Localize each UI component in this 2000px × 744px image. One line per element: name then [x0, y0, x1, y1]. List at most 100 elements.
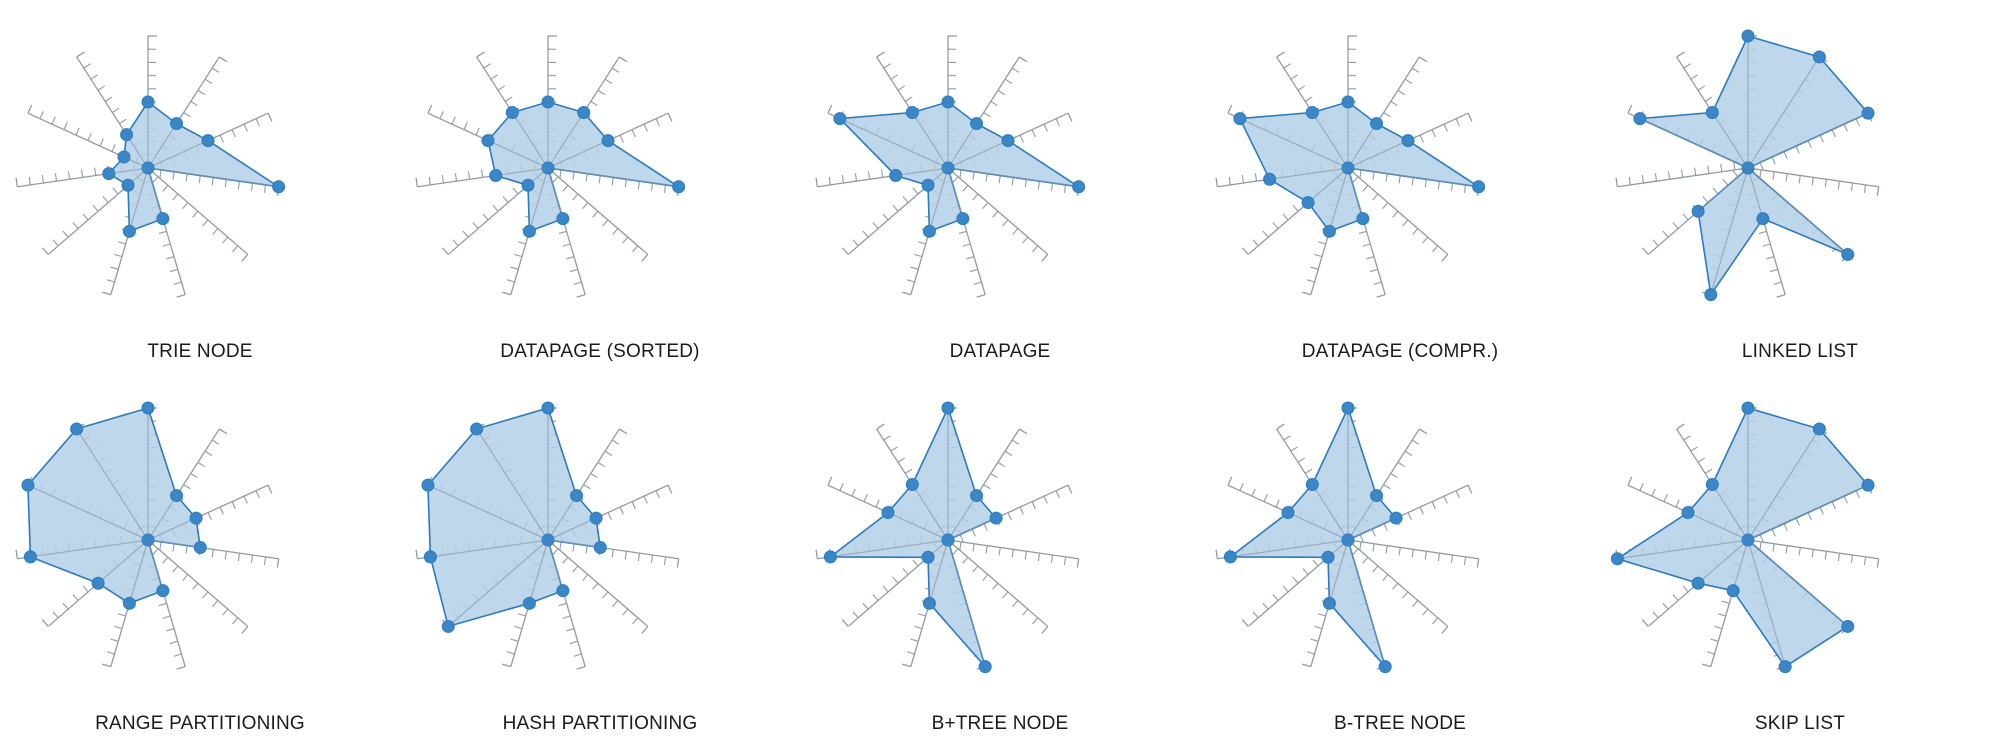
radar-point: [970, 117, 984, 131]
radar-spoke: [1732, 539, 1749, 591]
radar-axis-end: [267, 484, 273, 494]
radar-tick: [862, 602, 869, 610]
radar-tick: [585, 545, 588, 554]
radar-tick: [663, 556, 667, 565]
radar-tick: [1762, 243, 1771, 247]
radar-tick: [1697, 85, 1706, 91]
radar-point: [102, 167, 116, 181]
radar-axis-end: [1227, 476, 1233, 486]
radar-tick: [985, 545, 988, 554]
chart-title: B-TREE NODE: [1333, 713, 1467, 734]
radar-tick: [1262, 602, 1269, 610]
radar-point: [1263, 172, 1277, 186]
radar-panel-datapage-compr: DATAPAGE (COMPR.): [1200, 0, 1600, 372]
radar-tick: [1733, 161, 1736, 170]
radar-tick: [39, 111, 44, 119]
radar-tick: [1369, 268, 1378, 273]
radar-tick: [162, 184, 169, 192]
radar-tick: [72, 222, 79, 229]
radar-tick: [1811, 549, 1814, 558]
radar-spoke: [1328, 539, 1349, 604]
radar-axis-end: [841, 619, 849, 627]
radar-axis-end: [267, 112, 273, 122]
radar-spoke: [887, 512, 949, 541]
radar-tick: [82, 585, 89, 593]
radar-tick: [1783, 523, 1788, 532]
radar-tick: [839, 483, 844, 491]
radar-tick: [637, 553, 641, 562]
radar-spoke: [1747, 56, 1820, 169]
radar-tick: [183, 112, 191, 118]
radar-spoke: [128, 167, 149, 232]
radar-tick: [1807, 512, 1812, 521]
radar-tick: [62, 602, 69, 610]
radar-point: [889, 169, 903, 183]
radar-point: [1812, 422, 1826, 436]
radar-tick: [1712, 187, 1719, 195]
radar-spoke: [1311, 484, 1349, 541]
radar-tick: [1437, 181, 1441, 190]
radar-tick: [998, 175, 1001, 184]
radar-axis-end: [1641, 619, 1649, 627]
radar-axis-end: [1041, 254, 1049, 262]
radar-tick: [602, 219, 609, 227]
radar-spoke: [947, 140, 1009, 169]
radar-point: [156, 584, 170, 598]
radar-point: [189, 511, 203, 525]
radar-tick: [1424, 179, 1427, 188]
radar-tick: [158, 602, 167, 607]
radar-tick: [572, 193, 579, 201]
radar-tick: [883, 63, 891, 69]
radar-tick: [1031, 129, 1036, 138]
radar-tick: [562, 615, 571, 619]
radar-axis-end: [1076, 558, 1080, 568]
radar-tick: [1382, 574, 1389, 581]
radar-tick: [1863, 184, 1867, 193]
radar-spoke: [1287, 512, 1349, 541]
radar-tick: [890, 74, 898, 80]
radar-tick: [880, 169, 884, 178]
radar-spoke: [1230, 539, 1349, 558]
radar-point: [922, 224, 936, 238]
radar-tick: [263, 556, 267, 565]
radar-tick: [510, 266, 519, 270]
radar-tick: [1011, 177, 1014, 186]
radar-point: [117, 150, 131, 164]
radar-tick: [1682, 213, 1689, 221]
radar-tick: [997, 89, 1005, 96]
radar-axis-end: [276, 558, 280, 568]
radar-tick: [1282, 585, 1289, 593]
radar-tick: [54, 173, 58, 182]
radar-tick: [172, 565, 179, 573]
radar-tick: [1798, 175, 1801, 184]
radar-tick: [852, 611, 859, 619]
chart-title: B+TREE NODE: [931, 713, 1069, 734]
radar-point: [156, 212, 170, 226]
radar-tick: [1672, 222, 1679, 229]
radar-panel-trie-node: TRIE NODE: [0, 0, 400, 372]
radar-axis-end: [619, 428, 628, 435]
radar-point: [556, 212, 570, 226]
radar-point: [905, 105, 919, 119]
radar-axis-end: [101, 663, 111, 668]
radar-tick: [1683, 63, 1691, 69]
radar-axis-end: [1776, 294, 1786, 298]
radar-tick: [655, 490, 660, 499]
radar-tick: [1863, 556, 1867, 565]
radar-point: [21, 478, 35, 492]
radar-spoke: [947, 167, 1079, 188]
radar-tick: [231, 501, 236, 510]
radar-point: [522, 596, 536, 610]
radar-center-point: [1342, 162, 1354, 174]
radar-tick: [592, 210, 599, 218]
radar-point: [1233, 112, 1247, 126]
radar-tick: [1031, 501, 1036, 510]
radar-axis-end: [1467, 112, 1473, 122]
radar-chart: [415, 35, 686, 298]
radar-tick: [558, 230, 567, 235]
radar-area: [1639, 35, 1869, 296]
radar-tick: [862, 230, 869, 238]
radar-tick: [198, 175, 201, 184]
radar-tick: [162, 615, 171, 619]
radar-axis-end: [1301, 663, 1311, 668]
